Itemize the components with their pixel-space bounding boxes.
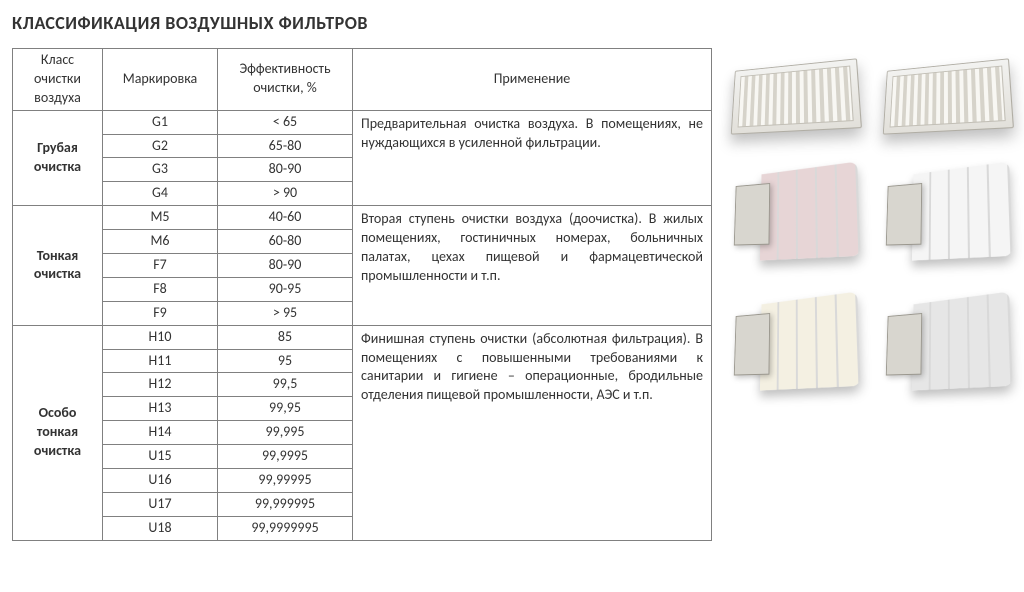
layout: Класс очистки воздуха Маркировка Эффекти… [12, 48, 1012, 541]
cell-marking: F8 [103, 277, 218, 301]
cell-efficiency: 80-90 [218, 254, 353, 278]
pocket-filter-icon [885, 157, 1013, 263]
group-label: Особо тонкая очистка [13, 325, 103, 540]
cell-efficiency: 99,95 [218, 397, 353, 421]
cell-marking: H13 [103, 397, 218, 421]
cell-marking: U18 [103, 516, 218, 540]
cell-efficiency: 65-80 [218, 134, 353, 158]
cell-efficiency: 99,9995 [218, 445, 353, 469]
page-title: КЛАССИФИКАЦИЯ ВОЗДУШНЫХ ФИЛЬТРОВ [12, 12, 1012, 34]
cell-efficiency: 80-90 [218, 158, 353, 182]
image-row [726, 292, 1012, 392]
group-label: Грубая очистка [13, 110, 103, 206]
cell-marking: F7 [103, 254, 218, 278]
cell-efficiency: 60-80 [218, 230, 353, 254]
classification-table: Класс очистки воздуха Маркировка Эффекти… [12, 48, 712, 541]
col-marking: Маркировка [103, 49, 218, 111]
cell-efficiency: 99,5 [218, 373, 353, 397]
cell-efficiency: 99,9999995 [218, 516, 353, 540]
cell-efficiency: 99,995 [218, 421, 353, 445]
cell-marking: H12 [103, 373, 218, 397]
cell-application: Вторая ступень очистки воздуха (доочистк… [353, 206, 712, 325]
col-class: Класс очистки воздуха [13, 49, 103, 111]
image-row [726, 62, 1012, 132]
pocket-filter-icon [733, 157, 861, 263]
cell-marking: H11 [103, 349, 218, 373]
cell-efficiency: 90-95 [218, 277, 353, 301]
cell-marking: U17 [103, 492, 218, 516]
cell-efficiency: 99,999995 [218, 492, 353, 516]
cell-efficiency: 40-60 [218, 206, 353, 230]
cell-marking: G1 [103, 110, 218, 134]
cell-marking: U15 [103, 445, 218, 469]
cell-marking: M5 [103, 206, 218, 230]
group-label: Тонкая очистка [13, 206, 103, 325]
classification-table-wrap: Класс очистки воздуха Маркировка Эффекти… [12, 48, 712, 541]
cell-marking: M6 [103, 230, 218, 254]
panel-filter-icon [731, 58, 862, 134]
table-row: Грубая очистка G1 < 65 Предварительная о… [13, 110, 712, 134]
cell-marking: H10 [103, 325, 218, 349]
cell-marking: G3 [103, 158, 218, 182]
cell-efficiency: > 90 [218, 182, 353, 206]
cell-marking: G4 [103, 182, 218, 206]
cell-efficiency: 95 [218, 349, 353, 373]
col-application: Применение [353, 49, 712, 111]
cell-marking: G2 [103, 134, 218, 158]
cell-application: Финишная ступень очистки (абсолютная фил… [353, 325, 712, 540]
table-row: Тонкая очистка M5 40-60 Вторая ступень о… [13, 206, 712, 230]
table-row: Особо тонкая очистка H10 85 Финишная сту… [13, 325, 712, 349]
col-efficiency: Эффективность очистки, % [218, 49, 353, 111]
cell-efficiency: < 65 [218, 110, 353, 134]
cell-efficiency: > 95 [218, 301, 353, 325]
image-row [726, 162, 1012, 262]
cell-marking: F9 [103, 301, 218, 325]
pocket-filter-icon [885, 287, 1013, 393]
cell-efficiency: 85 [218, 325, 353, 349]
panel-filter-icon [883, 58, 1014, 134]
cell-application: Предварительная очистка воздуха. В помещ… [353, 110, 712, 206]
cell-efficiency: 99,99995 [218, 469, 353, 493]
filter-illustrations [726, 48, 1012, 541]
cell-marking: U16 [103, 469, 218, 493]
table-header-row: Класс очистки воздуха Маркировка Эффекти… [13, 49, 712, 111]
cell-marking: H14 [103, 421, 218, 445]
pocket-filter-icon [733, 287, 861, 393]
